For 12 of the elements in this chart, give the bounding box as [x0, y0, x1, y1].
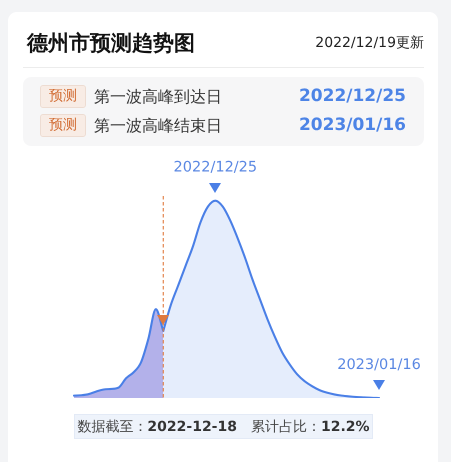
- text: 预测: [40, 85, 86, 108]
- text: 第一波高峰到达日: [94, 86, 222, 108]
- annotation: 2023/01/16: [337, 356, 421, 373]
- annotation: 2022/12/25: [174, 160, 258, 176]
- chart-title: 德州市预测趋势图: [27, 30, 195, 56]
- text: 2023/01/16: [298, 114, 406, 137]
- text: 2022/12/25: [298, 85, 406, 108]
- text: 第一波高峰结束日: [94, 115, 222, 137]
- text: 累计占比：12.2%: [250, 418, 370, 434]
- text: 数据截至：2022-12-18: [77, 418, 237, 434]
- chart-subtitle: 2022/12/19更新: [315, 34, 424, 52]
- text: 预测: [40, 114, 86, 137]
